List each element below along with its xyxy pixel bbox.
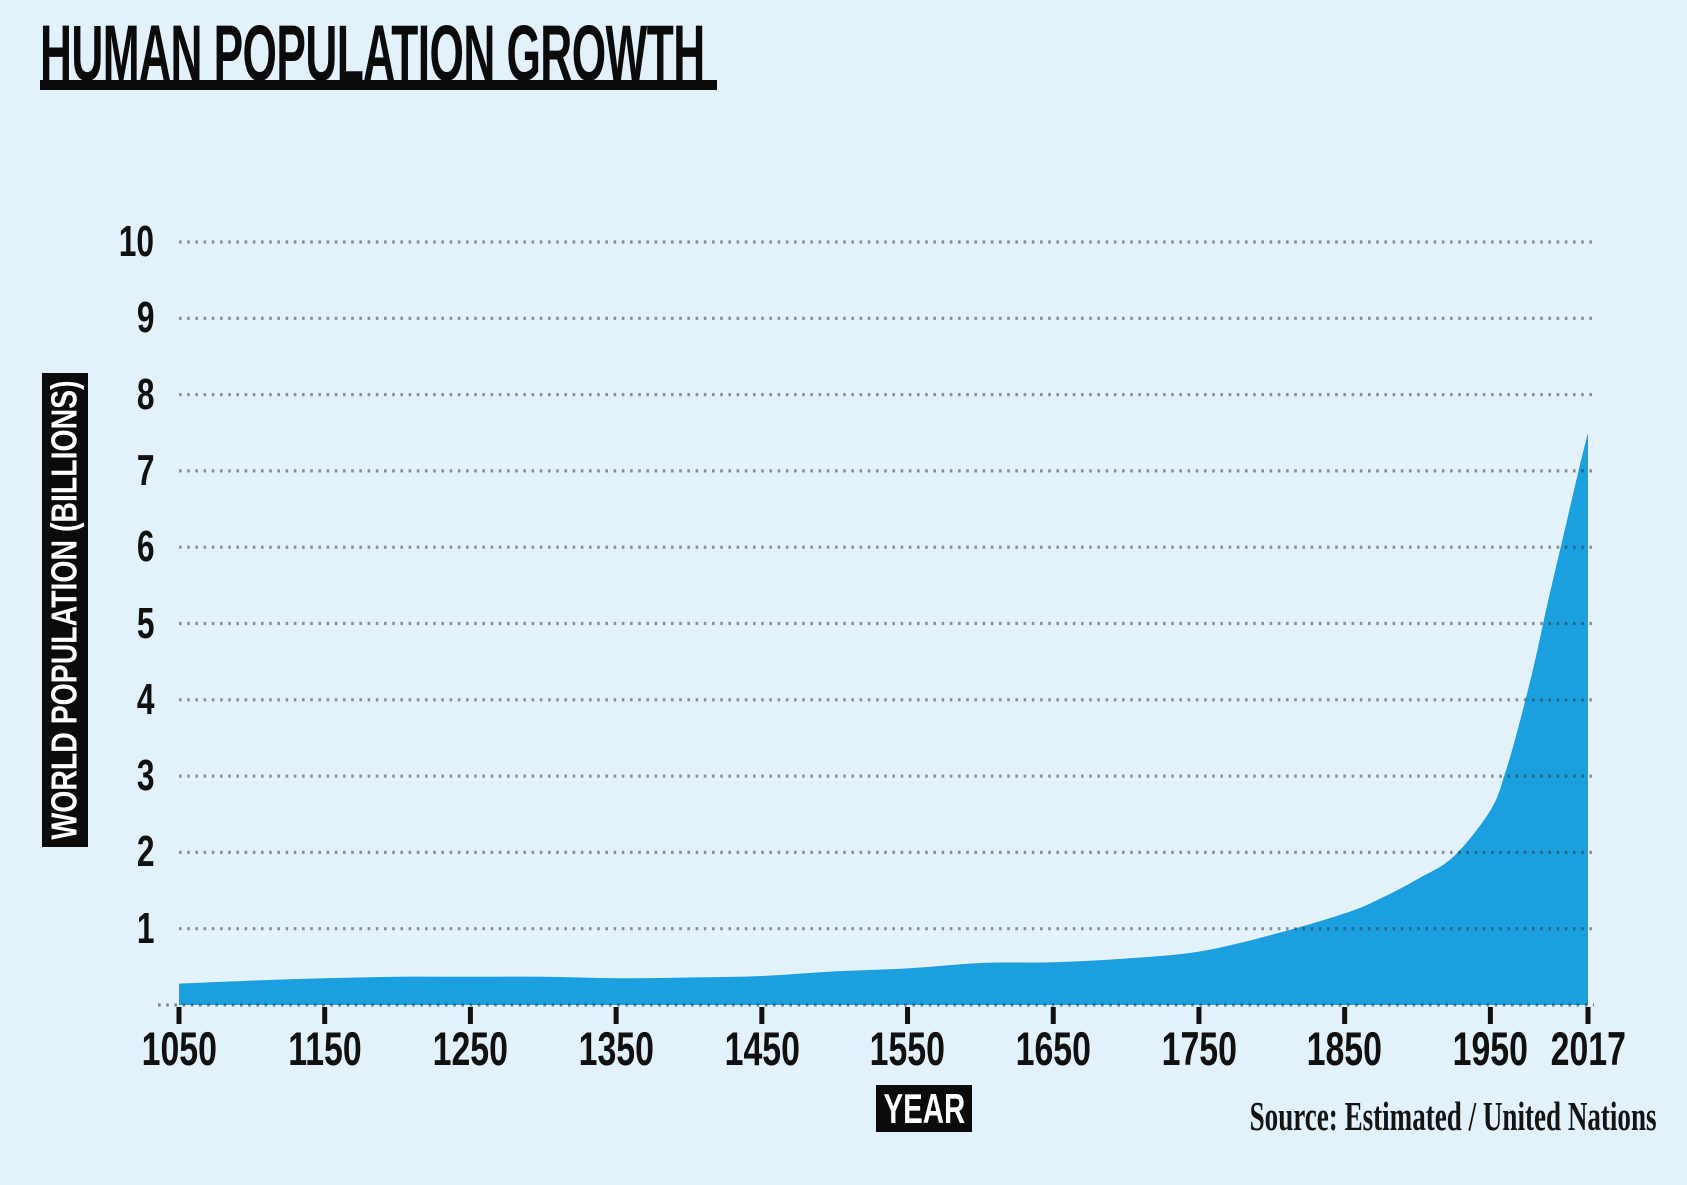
y-tick-label-9: 9 [84,294,154,342]
y-tick-label-1: 1 [84,903,154,953]
y-tick-label-10-text: 10 [118,217,154,266]
x-tick-label-1550-text: 1550 [869,1022,946,1075]
y-tick-label-3-text: 3 [136,751,154,801]
x-tick-label-1450-text: 1450 [724,1022,800,1075]
x-tick-label-1650-text: 1650 [1015,1022,1091,1075]
x-tick-mark-1350 [613,1007,619,1024]
x-tick-label-1750-text: 1750 [1161,1022,1237,1075]
y-tick-label-5-text: 5 [136,598,154,648]
y-tick-label-5: 5 [84,598,154,648]
y-tick-label-3: 3 [84,752,154,800]
y-tick-label-4-text: 4 [136,674,154,724]
x-axis-label-text: YEAR [883,1084,965,1132]
y-tick-label-2: 2 [84,828,154,876]
page-title: HUMAN POPULATION GROWTH [40,13,1227,92]
x-tick-mark-1050 [176,1007,182,1024]
source-credit: Source: Estimated / United Nations [857,1096,1657,1137]
x-tick-mark-1450 [759,1007,765,1024]
x-tick-label-2017: 2017 [1518,1022,1658,1075]
x-tick-label-1550: 1550 [838,1022,978,1075]
x-tick-label-1850-text: 1850 [1307,1022,1383,1075]
x-tick-mark-1550 [905,1007,911,1024]
x-tick-mark-1750 [1196,1007,1202,1024]
x-tick-label-1050: 1050 [109,1022,249,1075]
x-tick-label-1950: 1950 [1420,1022,1560,1075]
x-tick-mark-1150 [322,1007,328,1024]
y-tick-label-7-text: 7 [136,445,154,495]
y-tick-label-10: 10 [84,218,154,266]
y-tick-label-1-text: 1 [136,903,154,953]
page-title-text: HUMAN POPULATION GROWTH [40,8,705,97]
x-tick-mark-1850 [1342,1007,1348,1024]
y-axis-label-chip: WORLD POPULATION (BILLIONS) [42,373,88,847]
x-tick-label-2017-text: 2017 [1550,1022,1626,1075]
population-area-series [179,432,1588,1005]
x-tick-label-1450: 1450 [692,1022,832,1075]
y-tick-label-2-text: 2 [136,827,154,877]
y-tick-label-4: 4 [84,674,154,724]
y-tick-label-6: 6 [84,523,154,571]
title-underline [40,80,717,90]
y-tick-label-8: 8 [84,369,154,419]
x-tick-label-1150-text: 1150 [287,1022,362,1075]
x-tick-label-1350: 1350 [546,1022,686,1075]
x-tick-label-1950-text: 1950 [1452,1022,1529,1075]
x-tick-mark-1950 [1487,1007,1493,1024]
x-tick-label-1050-text: 1050 [141,1022,217,1075]
x-tick-label-1350-text: 1350 [578,1022,654,1075]
x-tick-label-1150: 1150 [255,1022,395,1075]
y-tick-label-7: 7 [84,445,154,495]
y-tick-label-8-text: 8 [136,369,154,419]
y-tick-label-9-text: 9 [136,293,154,343]
x-tick-mark-1650 [1050,1007,1056,1024]
x-tick-label-1250: 1250 [400,1022,540,1075]
y-tick-label-6-text: 6 [136,522,154,572]
x-tick-label-1650: 1650 [983,1022,1123,1075]
x-tick-label-1250-text: 1250 [432,1022,509,1075]
x-axis-label-chip: YEAR [876,1085,972,1132]
x-tick-label-1850: 1850 [1275,1022,1415,1075]
x-tick-mark-1250 [467,1007,473,1024]
x-tick-label-1750: 1750 [1129,1022,1269,1075]
x-tick-mark-2017 [1585,1007,1591,1024]
source-credit-text: Source: Estimated / United Nations [1250,1093,1657,1139]
